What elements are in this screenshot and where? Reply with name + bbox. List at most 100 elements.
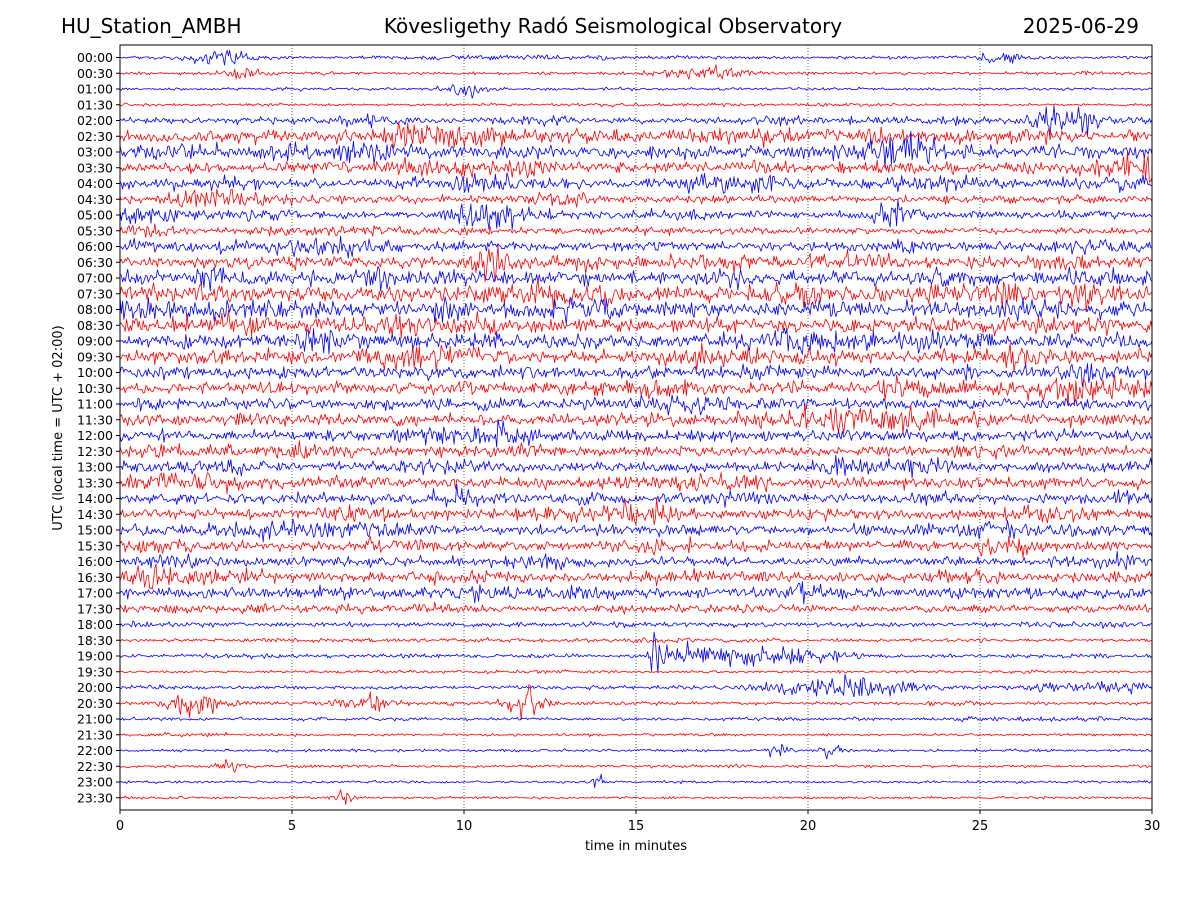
y-tick-label: 13:00 (77, 460, 113, 475)
y-tick-label: 20:30 (77, 696, 113, 711)
y-tick-label: 01:00 (77, 82, 113, 97)
y-tick-label: 14:30 (77, 507, 113, 522)
seismic-traces (119, 49, 1153, 805)
trace-0930 (119, 342, 1153, 373)
trace-1030 (119, 374, 1153, 407)
y-tick-label: 08:30 (77, 318, 113, 333)
y-axis-ticks: 00:0000:3001:0001:3002:0002:3003:0003:30… (77, 50, 120, 805)
y-tick-label: 05:30 (77, 223, 113, 238)
plot-background (120, 45, 1152, 810)
trace-2130 (119, 731, 1153, 738)
trace-0600 (119, 235, 1153, 259)
y-tick-label: 19:30 (77, 664, 113, 679)
trace-1400 (119, 483, 1153, 508)
y-tick-label: 03:00 (77, 145, 113, 160)
trace-0200 (119, 105, 1153, 137)
trace-1430 (119, 497, 1153, 526)
y-tick-label: 00:00 (77, 50, 113, 65)
trace-2100 (119, 716, 1153, 723)
y-tick-label: 12:30 (77, 444, 113, 459)
y-tick-label: 18:30 (77, 633, 113, 648)
y-tick-label: 15:00 (77, 523, 113, 538)
trace-1300 (119, 454, 1153, 479)
trace-0430 (119, 188, 1153, 208)
trace-0400 (119, 172, 1152, 194)
x-axis-label: time in minutes (585, 839, 687, 854)
y-tick-label: 23:00 (77, 775, 113, 790)
y-tick-label: 20:00 (77, 680, 113, 695)
trace-0800 (119, 296, 1153, 325)
y-tick-label: 22:00 (77, 743, 113, 758)
x-tick-label: 30 (1144, 819, 1161, 834)
y-tick-label: 16:00 (77, 554, 113, 569)
trace-0700 (119, 266, 1153, 292)
trace-0330 (119, 151, 1153, 183)
trace-0630 (119, 244, 1153, 283)
y-tick-label: 08:00 (77, 302, 113, 317)
x-tick-label: 25 (972, 819, 989, 834)
y-tick-label: 10:30 (77, 381, 113, 396)
y-tick-label: 04:00 (77, 176, 113, 191)
trace-1700 (119, 581, 1153, 605)
y-tick-label: 12:00 (77, 428, 113, 443)
y-tick-label: 10:00 (77, 365, 113, 380)
trace-1330 (119, 472, 1153, 495)
y-tick-label: 09:30 (77, 349, 113, 364)
trace-1800 (119, 620, 1153, 629)
trace-1600 (119, 550, 1153, 571)
trace-1630 (119, 563, 1153, 590)
y-tick-label: 07:30 (77, 286, 113, 301)
y-tick-label: 17:00 (77, 586, 113, 601)
x-tick-label: 20 (800, 819, 817, 834)
trace-0100 (119, 84, 1153, 99)
trace-1200 (119, 418, 1153, 448)
trace-2000 (119, 673, 1153, 698)
trace-1100 (119, 394, 1153, 416)
trace-0730 (119, 279, 1153, 313)
trace-0500 (119, 199, 1153, 230)
trace-1830 (119, 636, 1153, 644)
y-tick-label: 06:00 (77, 239, 113, 254)
x-tick-label: 15 (628, 819, 645, 834)
y-tick-label: 05:00 (77, 208, 113, 223)
trace-0230 (119, 121, 1153, 149)
y-tick-label: 18:00 (77, 617, 113, 632)
trace-2230 (119, 759, 1153, 773)
y-tick-label: 07:00 (77, 271, 113, 286)
y-tick-label: 11:00 (77, 397, 113, 412)
x-tick-label: 0 (116, 819, 124, 834)
x-tick-label: 10 (456, 819, 473, 834)
y-tick-label: 21:30 (77, 727, 113, 742)
trace-1500 (119, 518, 1153, 543)
x-axis-ticks: 0 5 10 15 20 25 30 (116, 810, 1160, 834)
y-tick-label: 21:00 (77, 712, 113, 727)
y-tick-label: 03:30 (77, 160, 113, 175)
y-tick-label: 17:30 (77, 601, 113, 616)
y-tick-label: 22:30 (77, 759, 113, 774)
y-tick-label: 02:30 (77, 129, 113, 144)
trace-0130 (119, 102, 1153, 108)
trace-1130 (119, 403, 1153, 435)
y-tick-label: 23:30 (77, 790, 113, 805)
y-tick-label: 01:30 (77, 97, 113, 112)
y-axis-label: UTC (local time = UTC + 02:00) (51, 325, 66, 530)
trace-1930 (119, 669, 1153, 675)
y-tick-label: 15:30 (77, 538, 113, 553)
x-tick-label: 5 (288, 819, 296, 834)
y-tick-label: 14:00 (77, 491, 113, 506)
trace-0830 (119, 309, 1153, 339)
y-tick-label: 00:30 (77, 66, 113, 81)
trace-2330 (119, 789, 1153, 805)
y-tick-label: 11:30 (77, 412, 113, 427)
trace-1730 (119, 601, 1153, 615)
trace-0000 (119, 49, 1153, 66)
trace-2030 (119, 684, 1153, 721)
y-tick-label: 13:30 (77, 475, 113, 490)
trace-0530 (119, 223, 1153, 238)
trace-0900 (119, 327, 1153, 355)
observatory-title: Kövesligethy Radó Seismological Observat… (383, 14, 843, 38)
trace-2300 (119, 773, 1153, 788)
trace-1530 (119, 536, 1153, 559)
y-tick-label: 02:00 (77, 113, 113, 128)
